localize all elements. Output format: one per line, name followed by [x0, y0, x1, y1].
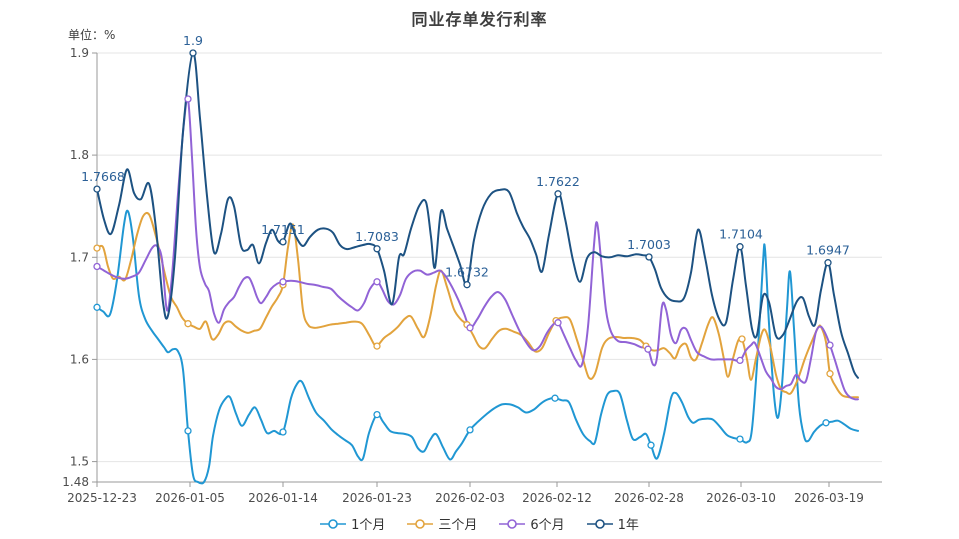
x-tick-label: 2026-01-23	[342, 491, 412, 505]
data-point-marker-1个月	[822, 419, 830, 427]
data-point-marker-6个月	[466, 324, 474, 332]
legend: 1个月 三个月 6个月 1年	[0, 514, 959, 533]
chart-title: 同业存单发行利率	[411, 10, 548, 29]
legend-label: 三个月	[438, 518, 478, 533]
data-point-marker-三个月	[738, 335, 746, 343]
y-tick-label: 1.8	[70, 148, 89, 162]
y-tick-label: 1.6	[70, 352, 89, 366]
data-point-marker-6个月	[826, 341, 834, 349]
point-value-label: 1.9	[183, 33, 203, 48]
y-tick-label: 1.48	[62, 475, 89, 489]
legend-item-1年[interactable]: 1年	[586, 514, 639, 533]
y-axis-unit-label: 单位：%	[68, 28, 116, 42]
data-point-marker-6个月	[373, 278, 381, 286]
legend-label: 6个月	[530, 518, 565, 533]
point-value-label: 1.7668	[81, 169, 125, 184]
y-tick-label: 1.5	[70, 455, 89, 469]
series-line-6个月	[96, 96, 859, 401]
data-point-marker-1个月	[184, 427, 192, 435]
legend-label: 1个月	[351, 518, 386, 533]
point-value-label: 1.7003	[627, 237, 671, 252]
data-point-marker-6个月	[736, 356, 744, 365]
data-point-marker-1年	[463, 281, 471, 289]
legend-line-icon	[499, 518, 526, 529]
x-tick-label: 2026-02-12	[522, 491, 592, 505]
data-point-marker-1年	[189, 49, 197, 57]
point-value-label: 1.7104	[719, 227, 763, 242]
data-point-marker-1年	[93, 185, 101, 193]
data-point-marker-1个月	[279, 428, 287, 436]
data-point-marker-1个月	[551, 394, 559, 402]
data-point-marker-1个月	[93, 303, 101, 311]
point-value-label: 1.7622	[536, 174, 580, 189]
data-point-marker-6个月	[554, 319, 562, 327]
x-tick-label: 2026-03-10	[706, 491, 776, 505]
data-point-marker-1年	[373, 245, 381, 253]
data-point-marker-1年	[554, 190, 562, 198]
legend-line-icon	[586, 518, 613, 529]
x-tick-label: 2026-02-28	[614, 491, 684, 505]
data-point-marker-三个月	[93, 244, 101, 252]
data-point-marker-三个月	[184, 320, 192, 328]
data-point-marker-1年	[824, 259, 832, 267]
data-point-marker-6个月	[644, 345, 652, 353]
legend-item-6个月[interactable]: 6个月	[499, 514, 565, 533]
y-tick-label: 1.9	[70, 46, 89, 60]
legend-line-icon	[407, 518, 434, 529]
x-tick-label: 2026-01-05	[155, 491, 225, 505]
data-point-marker-1个月	[373, 410, 381, 419]
x-tick-label: 2025-12-23	[67, 491, 137, 505]
legend-item-三个月[interactable]: 三个月	[407, 514, 477, 533]
data-point-marker-6个月	[93, 262, 101, 271]
legend-line-icon	[320, 518, 347, 529]
legend-item-1个月[interactable]: 1个月	[320, 514, 385, 533]
data-point-marker-1个月	[736, 435, 744, 443]
point-value-label: 1.6947	[806, 243, 850, 258]
data-point-marker-6个月	[184, 95, 192, 103]
data-point-marker-1年	[645, 253, 653, 261]
series-line-三个月	[96, 211, 859, 399]
data-point-marker-三个月	[826, 370, 834, 378]
x-tick-label: 2026-02-03	[435, 491, 505, 505]
y-tick-label: 1.7	[70, 250, 89, 264]
data-point-marker-三个月	[373, 342, 381, 350]
data-point-marker-6个月	[279, 278, 287, 286]
data-point-marker-1个月	[466, 426, 474, 434]
point-value-label: 1.7083	[355, 229, 399, 244]
x-tick-label: 2026-01-14	[248, 491, 318, 505]
point-value-label: 1.6732	[445, 265, 489, 280]
x-tick-label: 2026-03-19	[794, 491, 864, 505]
series-line-1年	[96, 51, 859, 379]
data-point-marker-1年	[736, 243, 744, 251]
legend-label: 1年	[617, 518, 639, 533]
data-point-marker-1年	[279, 238, 287, 246]
point-value-label: 1.7151	[261, 222, 305, 237]
data-point-marker-1个月	[647, 441, 655, 449]
